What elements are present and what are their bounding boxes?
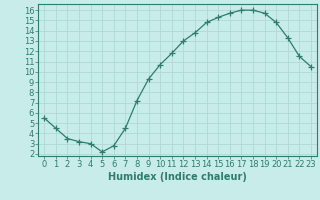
X-axis label: Humidex (Indice chaleur): Humidex (Indice chaleur) [108,172,247,182]
